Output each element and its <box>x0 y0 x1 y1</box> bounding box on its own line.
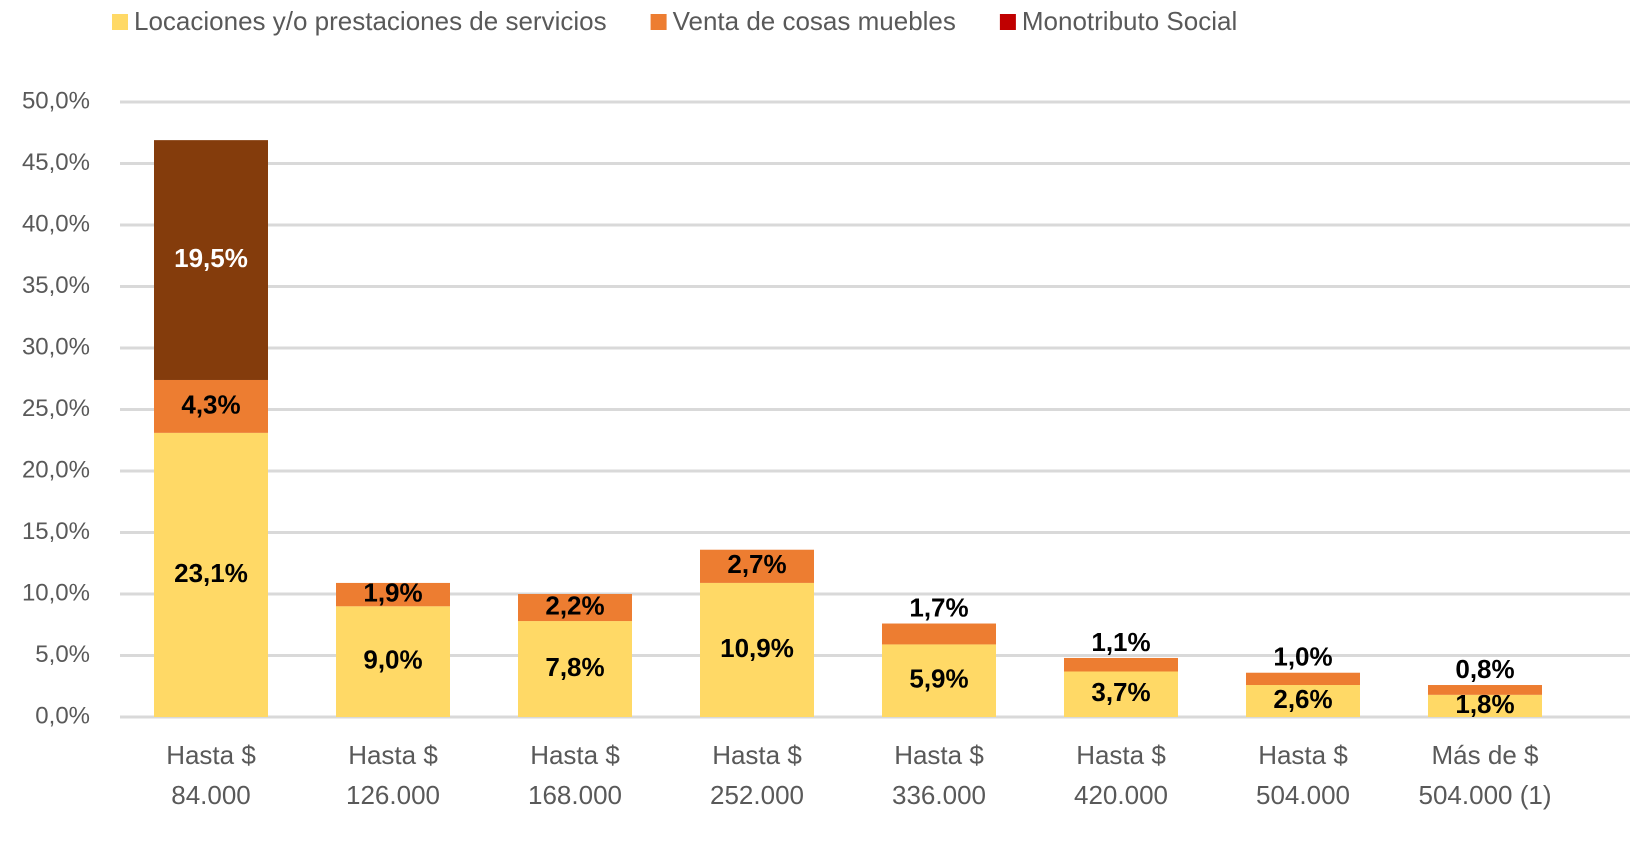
data-label: 3,7% <box>1091 677 1150 707</box>
bar-segment <box>518 594 632 622</box>
y-tick-label: 25,0% <box>22 395 90 422</box>
x-tick-label: Hasta $ 168.000 <box>528 740 622 810</box>
x-tick-label: Hasta $ 504.000 <box>1256 740 1350 810</box>
data-label: 1,7% <box>909 592 968 622</box>
bar-segment <box>1246 685 1360 717</box>
y-tick-label: 10,0% <box>22 579 90 606</box>
x-tick-label: Hasta $ 126.000 <box>346 740 440 810</box>
bar-segment <box>1428 685 1542 695</box>
y-tick-label: 0,0% <box>35 702 90 729</box>
data-label: 23,1% <box>174 558 248 588</box>
legend-label: Monotributo Social <box>1022 6 1237 36</box>
x-tick-label: Hasta $ 252.000 <box>710 740 804 810</box>
bar-segment <box>1064 657 1178 672</box>
x-tick-label: Más de $ 504.000 (1) <box>1418 740 1552 810</box>
bar-segment <box>1428 694 1542 717</box>
data-label: 9,0% <box>363 645 422 675</box>
y-tick-label: 45,0% <box>22 149 90 176</box>
y-tick-label: 5,0% <box>35 641 90 668</box>
bar-segment <box>336 606 450 717</box>
x-tick-label: Hasta $ 84.000 <box>166 740 256 810</box>
data-label: 5,9% <box>909 664 968 694</box>
bar-segment <box>1246 672 1360 686</box>
data-label: 10,9% <box>720 633 794 663</box>
data-label: 1,1% <box>1091 627 1150 657</box>
y-tick-label: 30,0% <box>22 333 90 360</box>
legend-label: Locaciones y/o prestaciones de servicios <box>134 6 607 36</box>
bar-segment <box>154 140 268 380</box>
legend-swatch <box>999 14 1016 30</box>
bar-segment <box>882 644 996 717</box>
legend-swatch <box>650 14 667 30</box>
data-label: 1,9% <box>363 577 422 607</box>
bar-segment <box>518 621 632 717</box>
y-tick-label: 35,0% <box>22 272 90 299</box>
y-tick-label: 15,0% <box>22 518 90 545</box>
x-tick-label: Hasta $ 336.000 <box>892 740 986 810</box>
y-tick-label: 40,0% <box>22 210 90 237</box>
data-label: 1,0% <box>1273 642 1332 672</box>
bar-segment <box>700 549 814 583</box>
data-label: 2,6% <box>1273 684 1332 714</box>
bar-segment <box>1064 671 1178 717</box>
data-label: 2,7% <box>727 549 786 579</box>
x-tick-label: Hasta $ 420.000 <box>1074 740 1168 810</box>
bar-segment <box>882 623 996 645</box>
y-tick-label: 50,0% <box>22 87 90 114</box>
data-label: 2,2% <box>545 590 604 620</box>
bar-segment <box>154 379 268 433</box>
data-label: 19,5% <box>174 243 248 273</box>
legend-label: Venta de cosas muebles <box>673 6 956 36</box>
data-label: 0,8% <box>1455 654 1514 684</box>
bar-segment <box>154 432 268 717</box>
data-label: 7,8% <box>545 652 604 682</box>
bar-segment <box>700 582 814 717</box>
bar-segment <box>336 582 450 607</box>
legend-swatch <box>112 14 128 30</box>
y-tick-label: 20,0% <box>22 456 90 483</box>
data-label: 4,3% <box>181 389 240 419</box>
